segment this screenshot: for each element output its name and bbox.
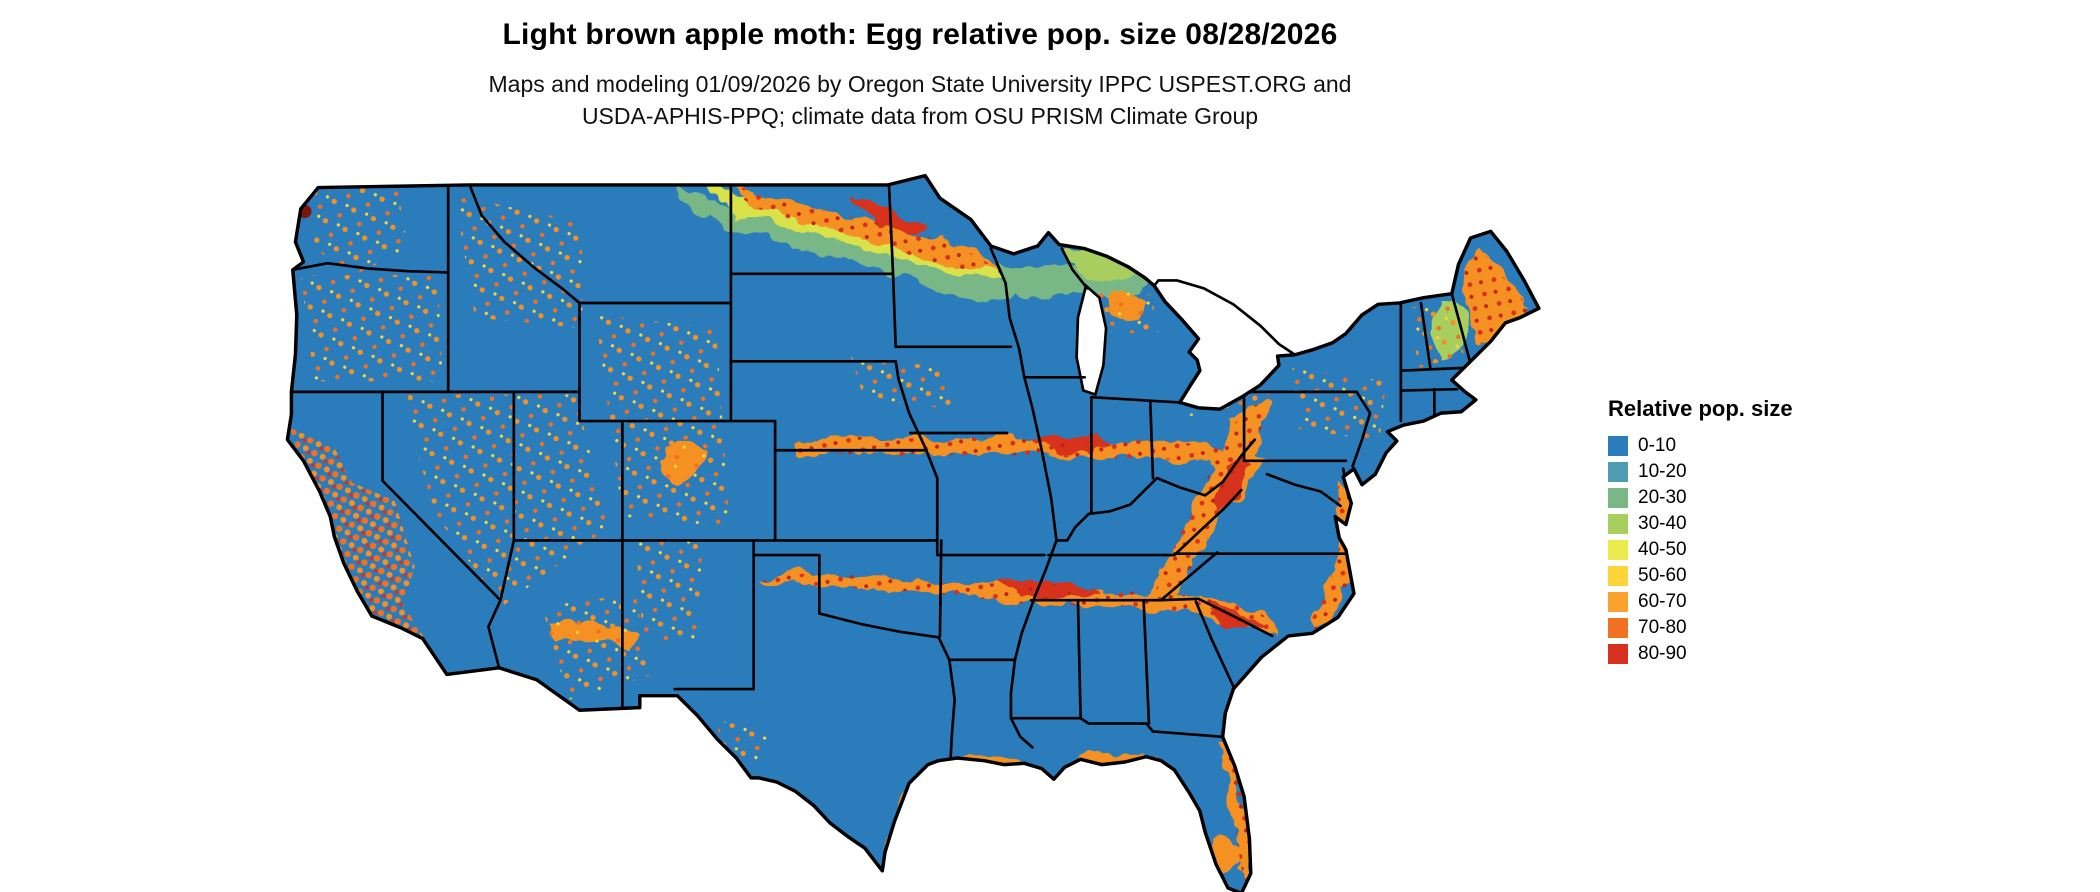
legend-item: 20-30	[1608, 485, 1793, 511]
legend-label: 40-50	[1638, 539, 1687, 560]
map-speckle	[290, 182, 1531, 889]
legend-swatch	[1608, 462, 1628, 482]
header: Light brown apple moth: Egg relative pop…	[0, 18, 1840, 132]
legend-item: 0-10	[1608, 433, 1793, 459]
legend: Relative pop. size 0-10 10-20 20-30 30-4…	[1608, 396, 1793, 667]
lake-michigan	[1075, 283, 1108, 397]
legend-label: 50-60	[1638, 565, 1687, 586]
legend-swatch	[1608, 514, 1628, 534]
map-subtitle: Maps and modeling 01/09/2026 by Oregon S…	[0, 68, 1840, 132]
legend-label: 30-40	[1638, 513, 1687, 534]
legend-swatch	[1608, 618, 1628, 638]
legend-title: Relative pop. size	[1608, 396, 1793, 421]
legend-label: 80-90	[1638, 643, 1687, 664]
legend-item: 80-90	[1608, 641, 1793, 667]
map-subtitle-line2: USDA-APHIS-PPQ; climate data from OSU PR…	[581, 103, 1259, 129]
map-subtitle-line1: Maps and modeling 01/09/2026 by Oregon S…	[488, 71, 1352, 97]
legend-swatch	[1608, 566, 1628, 586]
legend-item: 30-40	[1608, 511, 1793, 537]
legend-swatch	[1608, 592, 1628, 612]
us-map	[285, 173, 1541, 892]
map-title: Light brown apple moth: Egg relative pop…	[502, 18, 1338, 51]
legend-swatch	[1608, 540, 1628, 560]
legend-item: 60-70	[1608, 589, 1793, 615]
legend-label: 20-30	[1638, 487, 1687, 508]
legend-item: 50-60	[1608, 563, 1793, 589]
legend-swatch	[1608, 644, 1628, 664]
legend-label: 0-10	[1638, 435, 1677, 456]
legend-label: 60-70	[1638, 591, 1687, 612]
legend-swatch	[1608, 488, 1628, 508]
us-map-container	[274, 169, 1567, 892]
legend-swatch	[1608, 436, 1628, 456]
legend-item: 70-80	[1608, 615, 1793, 641]
legend-label: 10-20	[1638, 461, 1687, 482]
legend-item: 10-20	[1608, 459, 1793, 485]
legend-label: 70-80	[1638, 617, 1687, 638]
map-overlays	[290, 182, 1531, 889]
legend-item: 40-50	[1608, 537, 1793, 563]
